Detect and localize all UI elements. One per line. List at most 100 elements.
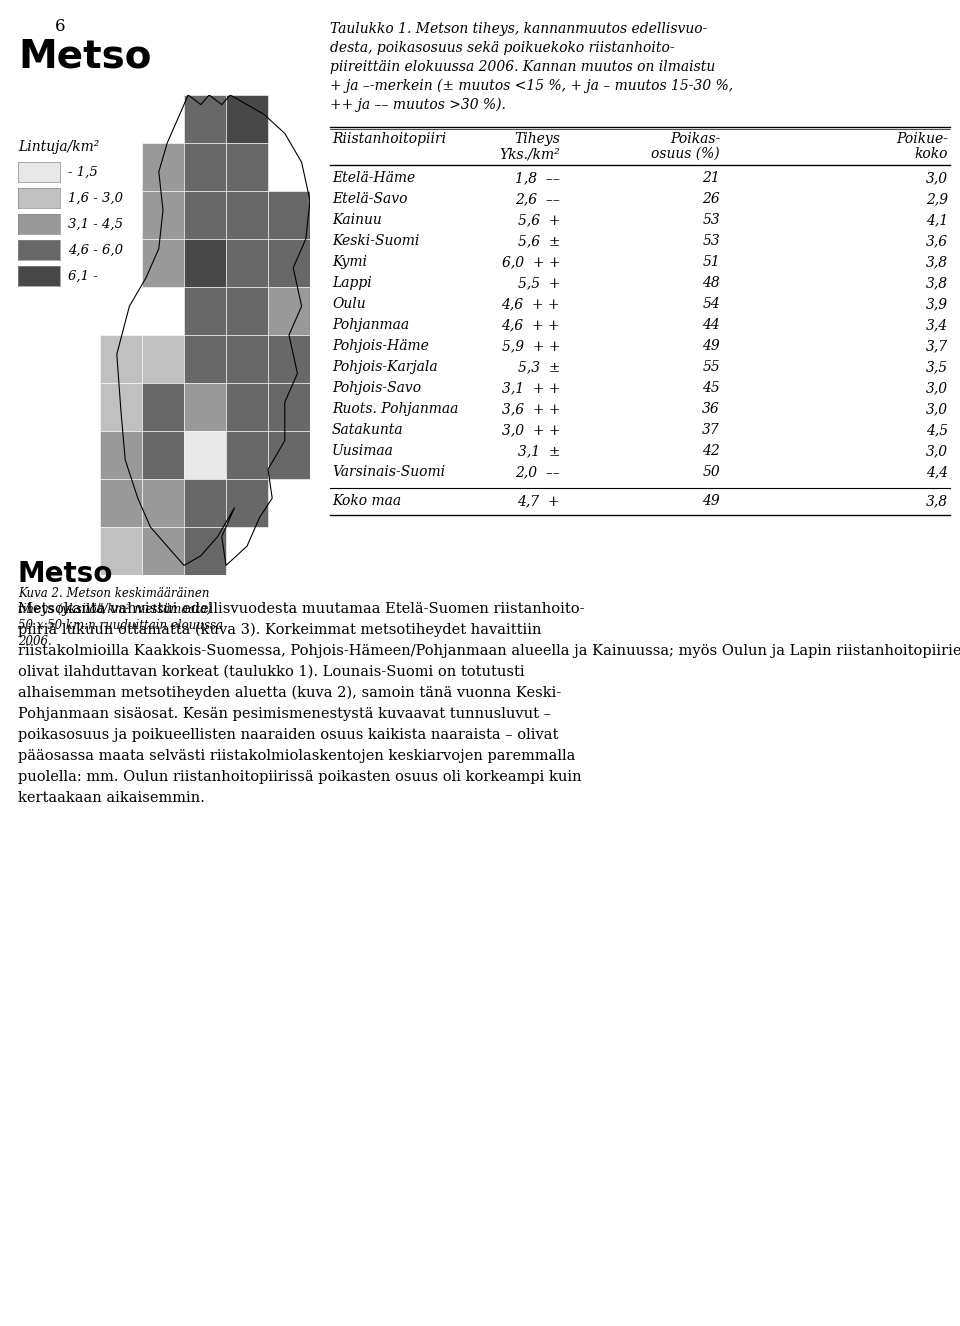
Bar [268,431,310,479]
Text: 3,9: 3,9 [925,297,948,312]
Bar [142,526,184,575]
Text: 45: 45 [703,381,720,395]
Text: 21: 21 [703,171,720,186]
Text: 3,1  ±: 3,1 ± [517,444,560,457]
Text: 5,6  +: 5,6 + [517,213,560,227]
Text: 44: 44 [703,318,720,332]
Text: 4,7  +: 4,7 + [517,495,560,508]
Text: 3,0: 3,0 [925,444,948,457]
Text: 4,6  + +: 4,6 + + [501,318,560,332]
Bar [100,479,142,526]
Text: Pohjanmaan sisäosat. Kesän pesimismenestystä kuvaavat tunnusluvut –: Pohjanmaan sisäosat. Kesän pesimismenest… [18,707,551,721]
Bar [226,95,268,143]
Text: Uusimaa: Uusimaa [332,444,394,457]
Text: ++ ja –– muutos >30 %).: ++ ja –– muutos >30 %). [330,98,506,113]
Bar [184,191,226,239]
Text: pääosassa maata selvästi riistakolmiolaskentojen keskiarvojen paremmalla: pääosassa maata selvästi riistakolmiolas… [18,749,575,762]
Text: desta, poikasosuus sekä poikuekoko riistanhoito-: desta, poikasosuus sekä poikuekoko riist… [330,41,675,54]
Text: Yks./km²: Yks./km² [499,147,560,160]
Text: 54: 54 [703,297,720,312]
Text: - 1,5: - 1,5 [68,166,98,179]
Text: 3,0: 3,0 [925,402,948,416]
Text: 4,1: 4,1 [925,213,948,227]
Text: Keski-Suomi: Keski-Suomi [332,233,420,248]
Text: Ruots. Pohjanmaa: Ruots. Pohjanmaa [332,402,458,416]
Text: 51: 51 [703,255,720,269]
Text: 3,8: 3,8 [925,255,948,269]
Bar [226,143,268,191]
Text: 2006.: 2006. [18,635,52,648]
Text: Riistanhoitopiiri: Riistanhoitopiiri [332,133,446,146]
Bar [142,335,184,383]
Text: piireittäin elokuussa 2006. Kannan muutos on ilmaistu: piireittäin elokuussa 2006. Kannan muuto… [330,60,715,74]
Bar [184,286,226,335]
Bar [184,479,226,526]
Text: Poikue-: Poikue- [896,133,948,146]
Text: 2,6  ––: 2,6 –– [516,192,560,206]
Bar [268,191,310,239]
Text: puolella: mm. Oulun riistanhoitopiirissä poikasten osuus oli korkeampi kuin: puolella: mm. Oulun riistanhoitopiirissä… [18,770,582,784]
Text: Oulu: Oulu [332,297,366,312]
Text: Tiheys: Tiheys [515,133,560,146]
Text: poikasosuus ja poikueellisten naaraiden osuus kaikista naaraista – olivat: poikasosuus ja poikueellisten naaraiden … [18,728,559,743]
Text: piiriä lukuun ottamatta (kuva 3). Korkeimmat metsotiheydet havaittiin: piiriä lukuun ottamatta (kuva 3). Korkei… [18,623,541,638]
Text: + ja –-merkein (± muutos <15 %, + ja – muutos 15-30 %,: + ja –-merkein (± muutos <15 %, + ja – m… [330,80,733,93]
Text: Metso: Metso [18,38,152,76]
Text: 6,1 -: 6,1 - [68,269,98,282]
Text: 5,5  +: 5,5 + [517,276,560,290]
Bar [142,239,184,286]
Text: 1,8  ––: 1,8 –– [516,171,560,186]
Text: 3,5: 3,5 [925,359,948,374]
Text: koko: koko [915,147,948,160]
Text: tiheys (yksilöä/km² metsämaata): tiheys (yksilöä/km² metsämaata) [18,603,211,617]
Bar [142,191,184,239]
Text: 53: 53 [703,213,720,227]
Text: Lintuja/km²: Lintuja/km² [18,141,100,154]
Bar [184,143,226,191]
Text: Etelä-Häme: Etelä-Häme [332,171,416,186]
Text: 3,7: 3,7 [925,339,948,353]
Text: olivat ilahduttavan korkeat (taulukko 1). Lounais-Suomi on totutusti: olivat ilahduttavan korkeat (taulukko 1)… [18,666,524,679]
Text: 5,3  ±: 5,3 ± [517,359,560,374]
Text: 5,9  + +: 5,9 + + [501,339,560,353]
Text: 3,4: 3,4 [925,318,948,332]
Text: 49: 49 [703,495,720,508]
Bar [268,335,310,383]
Bar [142,431,184,479]
Bar [226,239,268,286]
Bar [268,239,310,286]
Bar [184,335,226,383]
Text: 6: 6 [55,19,65,34]
Text: 3,8: 3,8 [925,495,948,508]
Text: 4,6  + +: 4,6 + + [501,297,560,312]
Text: Metso: Metso [18,560,113,587]
Text: alhaisemman metsotiheyden aluetta (kuva 2), samoin tänä vuonna Keski-: alhaisemman metsotiheyden aluetta (kuva … [18,686,562,700]
Text: Kuva 2. Metson keskimääräinen: Kuva 2. Metson keskimääräinen [18,587,209,599]
Text: Lappi: Lappi [332,276,372,290]
Text: 49: 49 [703,339,720,353]
Text: 4,6 - 6,0: 4,6 - 6,0 [68,244,123,256]
Text: 4,4: 4,4 [925,465,948,479]
Bar [184,431,226,479]
Bar [184,526,226,575]
Text: osuus (%): osuus (%) [652,147,720,160]
Bar [226,191,268,239]
Bar [226,383,268,431]
Text: 4,5: 4,5 [925,423,948,438]
Text: 50: 50 [703,465,720,479]
Text: Metsokanta vahvistui edellisvuodesta muutamaa Etelä-Suomen riistanhoito-: Metsokanta vahvistui edellisvuodesta muu… [18,602,585,617]
Text: 3,1 - 4,5: 3,1 - 4,5 [68,217,123,231]
Text: 48: 48 [703,276,720,290]
Text: 3,1  + +: 3,1 + + [501,381,560,395]
Text: 42: 42 [703,444,720,457]
Bar [184,239,226,286]
Text: Etelä-Savo: Etelä-Savo [332,192,407,206]
Text: Taulukko 1. Metson tiheys, kannanmuutos edellisvuo-: Taulukko 1. Metson tiheys, kannanmuutos … [330,23,708,36]
Text: 36: 36 [703,402,720,416]
Text: riistakolmioilla Kaakkois-Suomessa, Pohjois-Hämeen/Pohjanmaan alueella ja Kainuu: riistakolmioilla Kaakkois-Suomessa, Pohj… [18,644,960,658]
Text: Pohjois-Savo: Pohjois-Savo [332,381,421,395]
Text: 5,6  ±: 5,6 ± [517,233,560,248]
Text: Kymi: Kymi [332,255,367,269]
Bar [268,286,310,335]
Bar [142,479,184,526]
